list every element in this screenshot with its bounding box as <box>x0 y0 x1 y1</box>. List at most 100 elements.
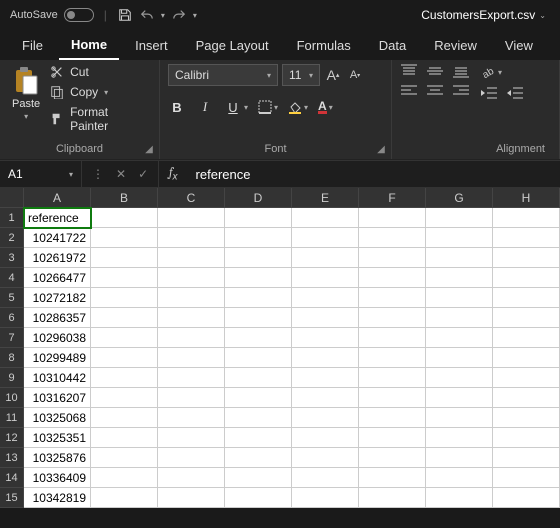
cell[interactable] <box>426 288 493 308</box>
cell[interactable] <box>158 228 225 248</box>
cell[interactable] <box>359 408 426 428</box>
fx-icon[interactable]: fx <box>159 165 187 182</box>
cell[interactable] <box>91 488 158 508</box>
cell[interactable] <box>426 328 493 348</box>
cell[interactable] <box>225 348 292 368</box>
column-header[interactable]: C <box>158 188 225 208</box>
cell[interactable]: 10272182 <box>24 288 91 308</box>
cell[interactable] <box>225 468 292 488</box>
clipboard-launcher-icon[interactable]: ◢ <box>143 143 155 155</box>
cell[interactable] <box>292 488 359 508</box>
column-header[interactable]: G <box>426 188 493 208</box>
cell[interactable] <box>359 328 426 348</box>
row-header[interactable]: 12 <box>0 428 24 448</box>
autosave-toggle[interactable] <box>64 8 94 22</box>
cell[interactable] <box>426 428 493 448</box>
cell[interactable] <box>292 328 359 348</box>
qat-customize-icon[interactable]: ▾ <box>193 11 197 20</box>
cell[interactable] <box>225 368 292 388</box>
format-painter-button[interactable]: Format Painter <box>48 104 151 134</box>
row-header[interactable]: 7 <box>0 328 24 348</box>
cell[interactable] <box>426 348 493 368</box>
cell[interactable]: 10336409 <box>24 468 91 488</box>
name-box[interactable]: A1 ▾ <box>0 161 82 187</box>
tab-page-layout[interactable]: Page Layout <box>184 32 281 59</box>
paste-button[interactable]: Paste ▾ <box>8 64 44 141</box>
tab-review[interactable]: Review <box>422 32 489 59</box>
cell[interactable] <box>225 268 292 288</box>
cell[interactable] <box>91 328 158 348</box>
cell[interactable] <box>359 268 426 288</box>
undo-dropdown-icon[interactable]: ▾ <box>161 11 165 20</box>
tab-formulas[interactable]: Formulas <box>285 32 363 59</box>
cell[interactable] <box>292 448 359 468</box>
cell[interactable] <box>493 348 560 368</box>
cell[interactable] <box>292 368 359 388</box>
cell[interactable] <box>91 228 158 248</box>
tab-file[interactable]: File <box>10 32 55 59</box>
row-header[interactable]: 5 <box>0 288 24 308</box>
align-center-icon[interactable] <box>426 84 444 98</box>
cell[interactable] <box>91 208 158 228</box>
cell[interactable] <box>292 228 359 248</box>
cell[interactable] <box>426 448 493 468</box>
cell[interactable] <box>493 428 560 448</box>
cell[interactable] <box>225 328 292 348</box>
cell[interactable] <box>225 408 292 428</box>
cell[interactable] <box>493 388 560 408</box>
select-all-corner[interactable] <box>0 188 24 208</box>
cell[interactable] <box>158 448 225 468</box>
cell[interactable] <box>158 208 225 228</box>
cell[interactable]: 10261972 <box>24 248 91 268</box>
cell[interactable] <box>225 288 292 308</box>
row-header[interactable]: 11 <box>0 408 24 428</box>
decrease-font-icon[interactable]: A▾ <box>346 66 364 84</box>
font-color-button[interactable]: A ▾ <box>318 101 333 114</box>
tab-home[interactable]: Home <box>59 31 119 60</box>
cell[interactable] <box>158 308 225 328</box>
cell[interactable] <box>158 288 225 308</box>
cell[interactable] <box>359 348 426 368</box>
cell[interactable] <box>493 268 560 288</box>
row-header[interactable]: 1 <box>0 208 24 228</box>
row-header[interactable]: 2 <box>0 228 24 248</box>
cell[interactable]: 10296038 <box>24 328 91 348</box>
file-title-container[interactable]: CustomersExport.csv ⌄ <box>421 8 546 22</box>
cell[interactable] <box>292 408 359 428</box>
align-top-icon[interactable] <box>400 64 418 78</box>
cell[interactable] <box>426 228 493 248</box>
row-header[interactable]: 9 <box>0 368 24 388</box>
cell[interactable] <box>359 228 426 248</box>
cell[interactable] <box>91 348 158 368</box>
cell[interactable] <box>91 448 158 468</box>
formula-content[interactable]: reference <box>188 167 259 182</box>
cell[interactable] <box>426 488 493 508</box>
cell[interactable] <box>493 328 560 348</box>
cell[interactable] <box>91 408 158 428</box>
cut-button[interactable]: Cut <box>48 64 151 80</box>
increase-font-icon[interactable]: A▴ <box>324 66 342 84</box>
cell[interactable] <box>493 468 560 488</box>
cell[interactable]: 10310442 <box>24 368 91 388</box>
cell[interactable]: 10286357 <box>24 308 91 328</box>
cell[interactable] <box>359 428 426 448</box>
underline-button[interactable]: U▾ <box>224 98 248 116</box>
decrease-indent-icon[interactable] <box>480 86 498 100</box>
enter-icon[interactable]: ✓ <box>138 167 148 181</box>
column-header[interactable]: B <box>91 188 158 208</box>
cell[interactable]: 10316207 <box>24 388 91 408</box>
row-header[interactable]: 8 <box>0 348 24 368</box>
cell[interactable] <box>292 468 359 488</box>
font-size-combo[interactable]: 11 ▾ <box>282 64 320 86</box>
cell[interactable] <box>493 208 560 228</box>
cell[interactable] <box>292 348 359 368</box>
cell[interactable] <box>493 448 560 468</box>
row-header[interactable]: 15 <box>0 488 24 508</box>
cell[interactable]: 10325876 <box>24 448 91 468</box>
cell[interactable] <box>359 248 426 268</box>
cell[interactable] <box>158 348 225 368</box>
redo-icon[interactable] <box>171 7 187 23</box>
cell[interactable] <box>91 428 158 448</box>
cell[interactable] <box>91 308 158 328</box>
cell[interactable] <box>359 448 426 468</box>
